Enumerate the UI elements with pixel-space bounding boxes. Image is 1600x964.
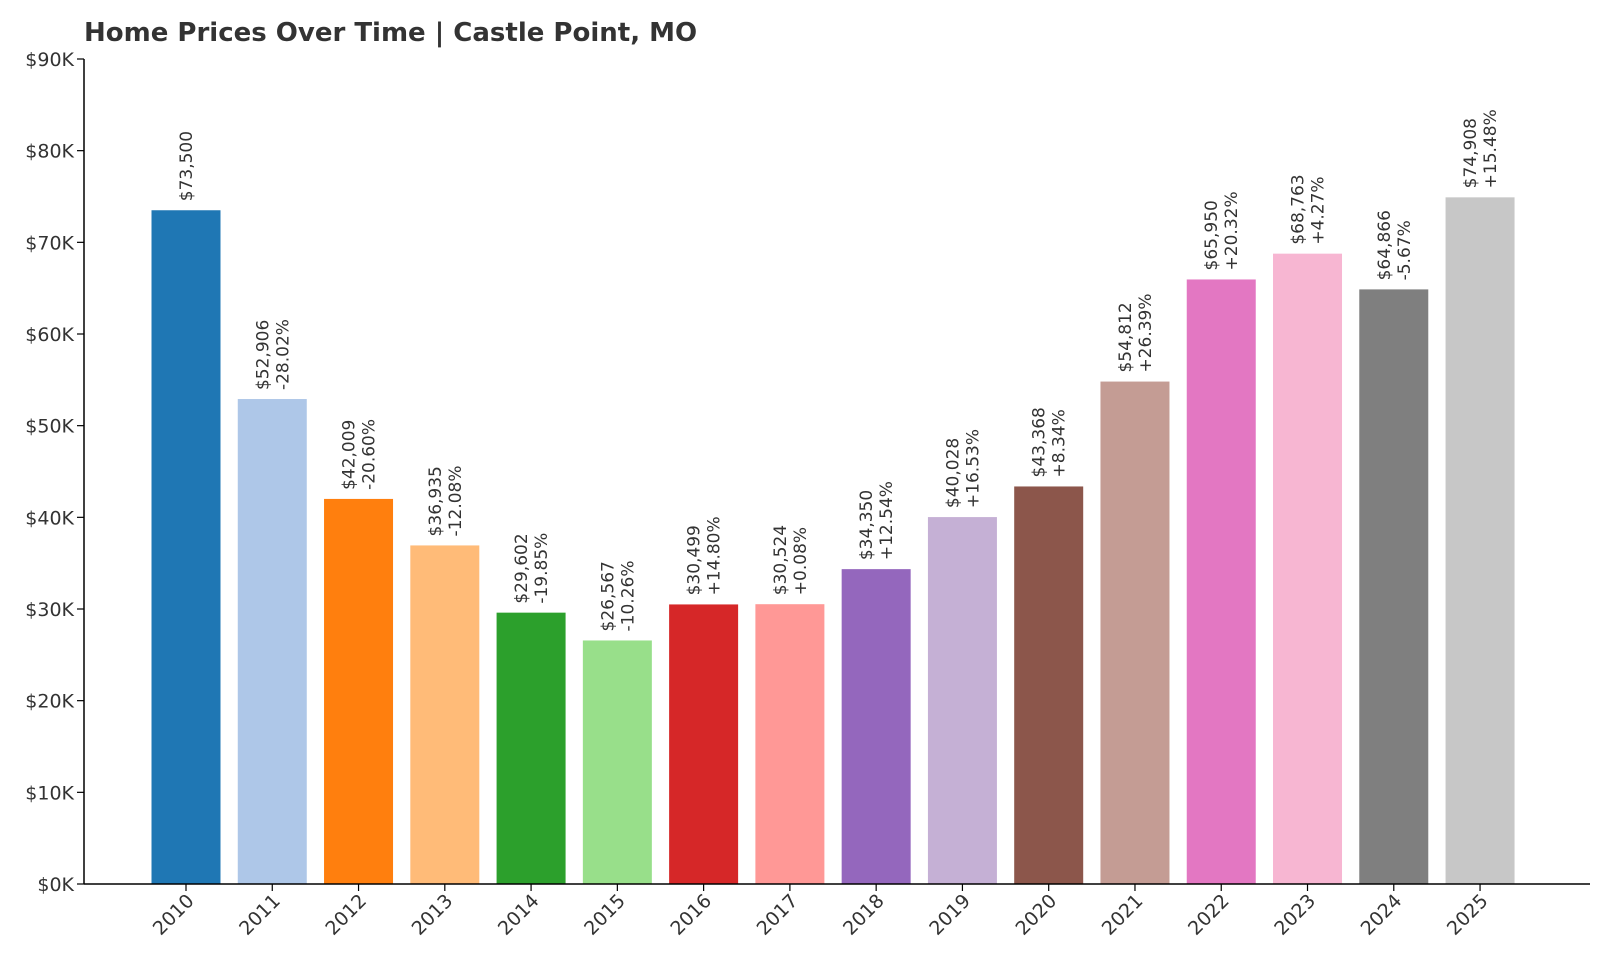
change-label: +12.54% xyxy=(877,481,897,560)
x-axis: 2010 2011 2012 2013 2014 2015 2016 2017 2018 2019… xyxy=(84,883,1590,940)
value-label: $30,499 xyxy=(685,525,705,595)
y-tick-label: $80K xyxy=(25,141,74,163)
x-tick-label: 2024 xyxy=(1357,890,1407,940)
data-label-2020: $43,368+8.34% xyxy=(1030,407,1070,477)
bar-2012 xyxy=(324,498,394,884)
value-label: $34,350 xyxy=(857,490,877,560)
change-label: +20.32% xyxy=(1222,191,1242,270)
x-tick-label: 2012 xyxy=(321,890,371,940)
x-tick-label: 2015 xyxy=(580,890,630,940)
value-label: $42,009 xyxy=(340,420,360,490)
bar-2021 xyxy=(1100,381,1170,884)
value-label: $52,906 xyxy=(253,320,273,390)
data-label-2018: $34,350+12.54% xyxy=(857,481,897,560)
bar-labels: $73,500 $52,906-28.02% $42,009-20.60% $36,9… xyxy=(177,109,1501,631)
x-tick-label: 2014 xyxy=(494,890,544,940)
bar-2019 xyxy=(927,517,997,884)
change-label: -12.08% xyxy=(446,465,466,536)
bar-2010 xyxy=(151,210,221,884)
value-label: $68,763 xyxy=(1289,174,1309,244)
chart-title: Home Prices Over Time | Castle Point, MO xyxy=(84,18,698,48)
x-tick-label: 2019 xyxy=(925,890,975,940)
x-tick-label: 2021 xyxy=(1098,890,1148,940)
x-tick-label: 2023 xyxy=(1270,890,1320,940)
data-label-2021: $54,812+26.39% xyxy=(1116,293,1156,372)
bar-2023 xyxy=(1273,253,1343,885)
change-label: -10.26% xyxy=(618,561,638,632)
data-label-2023: $68,763+4.27% xyxy=(1289,174,1329,244)
data-label-2016: $30,499+14.80% xyxy=(685,516,725,595)
data-label-2015: $26,567-10.26% xyxy=(598,561,638,632)
bars xyxy=(151,197,1515,885)
data-label-2025: $74,908+15.48% xyxy=(1461,109,1501,188)
value-label: $29,602 xyxy=(512,533,532,603)
x-tick-label: 2022 xyxy=(1184,890,1234,940)
value-label: $43,368 xyxy=(1030,407,1050,477)
x-tick-label: 2025 xyxy=(1443,890,1493,940)
value-label: $64,866 xyxy=(1375,210,1395,280)
data-label-2013: $36,935-12.08% xyxy=(426,465,466,536)
y-axis: $0K $10K $20K $30K $40K $50K $60K $70K $80K $90K xyxy=(25,49,85,896)
bar-2011 xyxy=(237,399,307,884)
y-tick-label: $90K xyxy=(25,49,74,71)
value-label: $54,812 xyxy=(1116,302,1136,372)
x-tick-label: 2020 xyxy=(1011,890,1061,940)
value-label: $40,028 xyxy=(943,438,963,508)
x-tick-label: 2013 xyxy=(408,890,458,940)
bar-2016 xyxy=(669,604,739,884)
value-label: $74,908 xyxy=(1461,118,1481,188)
change-label: -20.60% xyxy=(360,419,380,490)
y-tick-label: $60K xyxy=(25,324,74,346)
value-label: $73,500 xyxy=(177,131,197,201)
data-label-2017: $30,524+0.08% xyxy=(771,525,811,595)
change-label: +15.48% xyxy=(1481,109,1501,188)
x-tick-label: 2018 xyxy=(839,890,889,940)
bar-2017 xyxy=(755,604,825,884)
change-label: +14.80% xyxy=(705,516,725,595)
bar-2018 xyxy=(841,569,911,885)
data-label-2014: $29,602-19.85% xyxy=(512,533,552,604)
y-tick-label: $0K xyxy=(37,874,74,896)
y-tick-label: $50K xyxy=(25,416,74,438)
y-tick-label: $40K xyxy=(25,507,74,529)
change-label: +16.53% xyxy=(963,429,983,508)
value-label: $65,950 xyxy=(1202,200,1222,270)
change-label: +8.34% xyxy=(1050,409,1070,477)
change-label: +0.08% xyxy=(791,527,811,595)
x-tick-label: 2010 xyxy=(149,890,199,940)
bar-2013 xyxy=(410,545,480,884)
data-label-2024: $64,866-5.67% xyxy=(1375,210,1415,280)
bar-2022 xyxy=(1186,279,1256,885)
change-label: -19.85% xyxy=(532,533,552,604)
bar-2024 xyxy=(1359,289,1429,884)
data-label-2022: $65,950+20.32% xyxy=(1202,191,1242,270)
y-tick-label: $70K xyxy=(25,232,74,254)
bar-2015 xyxy=(582,640,652,884)
change-label: +26.39% xyxy=(1136,293,1156,372)
x-tick-label: 2017 xyxy=(753,890,803,940)
bar-2014 xyxy=(496,612,566,884)
change-label: -5.67% xyxy=(1395,220,1415,280)
data-label-2010: $73,500 xyxy=(177,131,197,201)
data-label-2012: $42,009-20.60% xyxy=(340,419,380,490)
bar-2025 xyxy=(1445,197,1515,885)
bar-2020 xyxy=(1014,486,1084,884)
value-label: $26,567 xyxy=(598,561,618,631)
value-label: $36,935 xyxy=(426,466,446,536)
data-label-2011: $52,906-28.02% xyxy=(253,319,293,390)
x-tick-label: 2011 xyxy=(235,890,285,940)
x-tick-label: 2016 xyxy=(666,890,716,940)
y-tick-label: $30K xyxy=(25,599,74,621)
y-tick-label: $10K xyxy=(25,782,74,804)
data-label-2019: $40,028+16.53% xyxy=(943,429,983,508)
change-label: -28.02% xyxy=(273,319,293,390)
change-label: +4.27% xyxy=(1309,176,1329,244)
value-label: $30,524 xyxy=(771,525,791,595)
y-tick-label: $20K xyxy=(25,691,74,713)
